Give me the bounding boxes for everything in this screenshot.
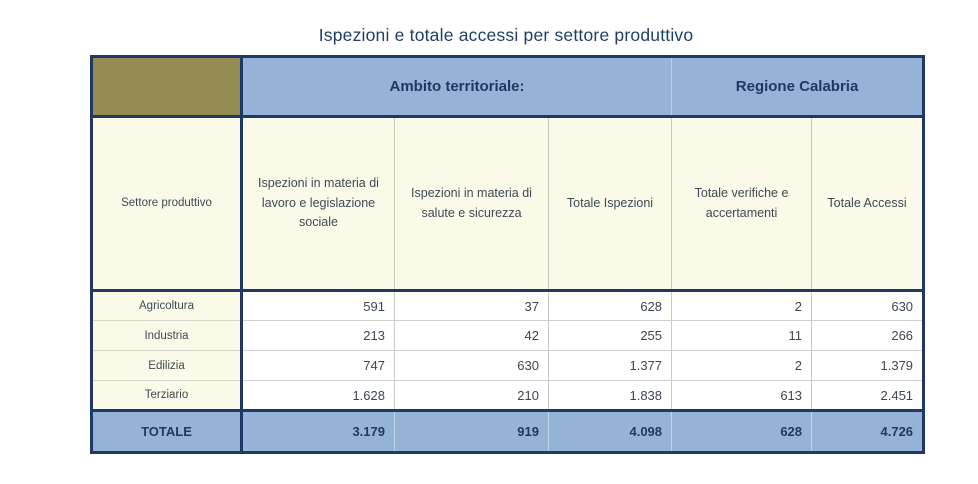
column-header-totale-ispezioni: Totale Ispezioni — [548, 116, 673, 292]
data-cell: 213 — [241, 320, 395, 351]
total-cell: 628 — [671, 409, 813, 453]
table-row-edilizia: Edilizia 747 630 1.377 2 1.379 — [91, 350, 924, 381]
table-row-terziario: Terziario 1.628 210 1.838 613 2.451 — [91, 380, 924, 411]
column-header-totale-verifiche: Totale verifiche e accertamenti — [671, 116, 813, 292]
row-label: Industria — [91, 320, 243, 351]
data-cell: 1.628 — [241, 380, 395, 411]
table-row-industria: Industria 213 42 255 11 266 — [91, 320, 924, 351]
column-header-settore-produttivo: Settore produttivo — [91, 116, 243, 292]
total-cell: 4.726 — [811, 409, 924, 453]
data-cell: 628 — [548, 290, 673, 321]
total-cell: 3.179 — [241, 409, 395, 453]
column-header-totale-accessi: Totale Accessi — [811, 116, 924, 292]
inspections-table: Ambito territoriale: Regione Calabria Se… — [90, 55, 926, 454]
row-label: Terziario — [91, 380, 243, 411]
data-cell: 747 — [241, 350, 395, 381]
total-cell: 4.098 — [548, 409, 673, 453]
data-cell: 266 — [811, 320, 924, 351]
table-row-totale: TOTALE 3.179 919 4.098 628 4.726 — [91, 409, 924, 453]
data-cell: 37 — [394, 290, 549, 321]
data-cell: 630 — [394, 350, 549, 381]
column-header-ispezioni-salute: Ispezioni in materia di salute e sicurez… — [394, 116, 549, 292]
data-cell: 2 — [671, 350, 813, 381]
data-cell: 1.377 — [548, 350, 673, 381]
data-cell: 591 — [241, 290, 395, 321]
column-header-row: Settore produttivo Ispezioni in materia … — [91, 116, 924, 292]
data-cell: 630 — [811, 290, 924, 321]
data-cell: 613 — [671, 380, 813, 411]
data-cell: 1.838 — [548, 380, 673, 411]
data-cell: 2 — [671, 290, 813, 321]
row-label: Agricoltura — [91, 290, 243, 321]
group-header-row: Ambito territoriale: Regione Calabria — [91, 56, 924, 118]
table-row-agricoltura: Agricoltura 591 37 628 2 630 — [91, 290, 924, 321]
data-cell: 210 — [394, 380, 549, 411]
data-cell: 11 — [671, 320, 813, 351]
group-header-ambito-territoriale: Ambito territoriale: — [241, 56, 673, 118]
total-cell: 919 — [394, 409, 549, 453]
group-header-regione-calabria: Regione Calabria — [671, 56, 924, 118]
corner-cell — [91, 56, 243, 118]
row-label: Edilizia — [91, 350, 243, 381]
data-cell: 1.379 — [811, 350, 924, 381]
data-cell: 42 — [394, 320, 549, 351]
data-cell: 255 — [548, 320, 673, 351]
total-row-label: TOTALE — [91, 409, 243, 453]
column-header-ispezioni-lavoro: Ispezioni in materia di lavoro e legisla… — [241, 116, 395, 292]
data-cell: 2.451 — [811, 380, 924, 411]
page-title: Ispezioni e totale accessi per settore p… — [318, 25, 694, 45]
